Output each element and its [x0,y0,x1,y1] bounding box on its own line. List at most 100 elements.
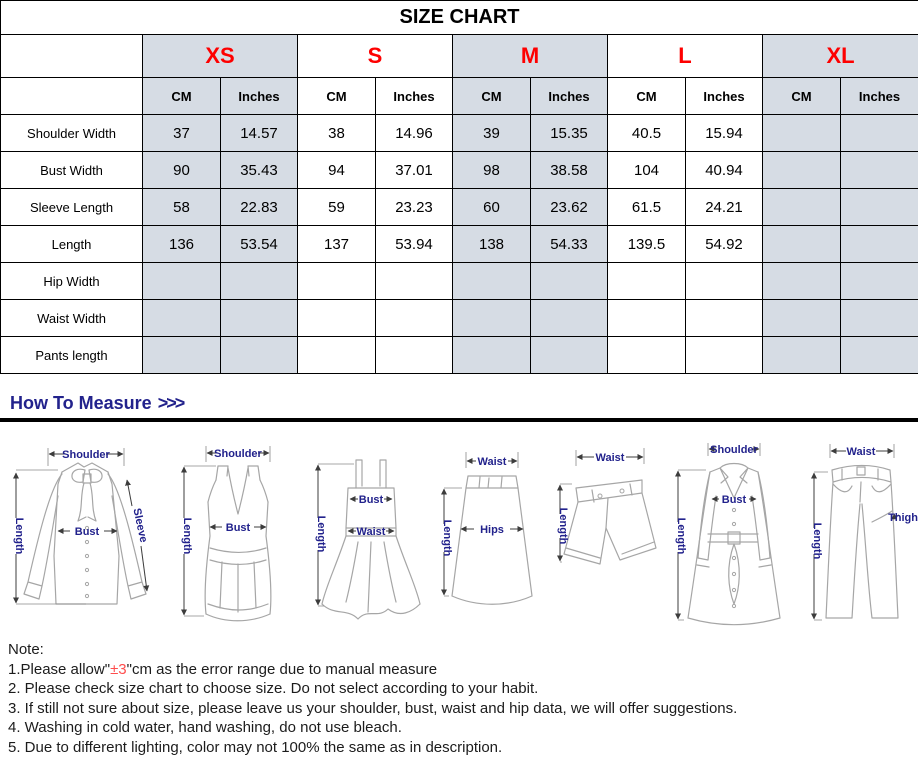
table-cell [763,152,841,189]
unit-header: CM [608,78,686,115]
table-cell [143,263,221,300]
table-cell [221,337,298,374]
note-line-2: 2. Please check size chart to choose siz… [8,679,918,699]
measure-label: Length [441,520,453,557]
unit-header: CM [453,78,531,115]
unit-header: CM [298,78,376,115]
table-cell: 38 [298,115,376,152]
table-cell: 53.54 [221,226,298,263]
table-cell: 40.5 [608,115,686,152]
table-cell: 139.5 [608,226,686,263]
row-label: Bust Width [1,152,143,189]
table-cell [608,263,686,300]
table-cell: 59 [298,189,376,226]
unit-header: Inches [221,78,298,115]
measure-figures: Shoulder Bust Length Sleeve Shoulder Bus… [0,436,918,632]
size-header-row: XS S M L XL [1,35,918,78]
measure-label: Sleeve [130,507,149,544]
table-cell [841,300,918,337]
note-line-1: 1.Please allow"±3"cm as the error range … [8,660,918,680]
table-cell: 15.35 [531,115,608,152]
shorts-figure: Waist Length [548,436,664,632]
measure-label: Length [315,516,327,553]
table-row: Sleeve Length 58 22.83 59 23.23 60 23.62… [1,189,918,226]
table-cell [298,337,376,374]
table-cell [453,300,531,337]
table-cell: 22.83 [221,189,298,226]
table-cell: 14.96 [376,115,453,152]
row-label: Pants length [1,337,143,374]
table-row: Hip Width [1,263,918,300]
note-line-4: 4. Washing in cold water, hand washing, … [8,718,918,738]
measure-label: Waist [357,526,386,538]
table-cell [453,263,531,300]
table-cell [376,337,453,374]
table-cell: 23.23 [376,189,453,226]
table-row: Length 136 53.54 137 53.94 138 54.33 139… [1,226,918,263]
table-cell [298,263,376,300]
note-text: 1.Please allow" [8,661,110,678]
unit-header: Inches [686,78,763,115]
table-cell [763,263,841,300]
table-cell [221,263,298,300]
table-cell [841,263,918,300]
table-cell [376,263,453,300]
table-cell: 61.5 [608,189,686,226]
measure-label: Bust [722,494,747,506]
row-label: Sleeve Length [1,189,143,226]
table-cell [841,189,918,226]
table-cell [841,152,918,189]
measure-label: Waist [847,446,876,458]
table-cell [841,337,918,374]
section-divider [0,418,918,422]
table-cell [763,300,841,337]
note-line-5: 5. Due to different lighting, color may … [8,738,918,757]
table-cell: 38.58 [531,152,608,189]
measure-label: Waist [478,456,507,468]
table-cell [763,337,841,374]
coat-figure: Shoulder Bust Length [664,436,802,632]
measure-label: Hips [480,524,504,536]
row-label: Shoulder Width [1,115,143,152]
table-cell [763,226,841,263]
table-cell: 37.01 [376,152,453,189]
heading-text: How To Measure [10,393,152,413]
measure-label: Shoulder [62,449,110,461]
size-header-xl: XL [763,35,918,78]
table-cell: 14.57 [221,115,298,152]
measure-label: Length [675,518,687,555]
measure-label: Thigh [888,512,918,524]
dress-figure: Bust Waist Length [306,436,432,632]
notes-heading: Note: [8,640,918,660]
table-cell: 35.43 [221,152,298,189]
page-title: SIZE CHART [1,1,918,35]
note-text: "cm as the error range due to manual mea… [127,661,437,678]
measure-label: Shoulder [214,448,262,460]
table-cell [841,226,918,263]
table-cell [763,115,841,152]
size-header-xs: XS [143,35,298,78]
table-cell [531,263,608,300]
how-to-measure-heading: How To Measure>>> [10,393,918,414]
row-label: Waist Width [1,300,143,337]
table-cell: 98 [453,152,531,189]
table-cell [298,300,376,337]
table-cell [143,337,221,374]
table-cell: 54.92 [686,226,763,263]
table-cell [531,337,608,374]
table-cell: 138 [453,226,531,263]
table-cell: 40.94 [686,152,763,189]
table-cell: 137 [298,226,376,263]
size-header-m: M [453,35,608,78]
table-cell [608,337,686,374]
row-label: Hip Width [1,263,143,300]
size-header-s: S [298,35,453,78]
measure-label: Bust [226,522,251,534]
table-cell: 23.62 [531,189,608,226]
unit-header: Inches [376,78,453,115]
unit-header-row: CM Inches CM Inches CM Inches CM Inches … [1,78,918,115]
note-line-3: 3. If still not sure about size, please … [8,699,918,719]
table-cell: 136 [143,226,221,263]
table-cell [686,300,763,337]
measure-label: Shoulder [710,444,758,456]
